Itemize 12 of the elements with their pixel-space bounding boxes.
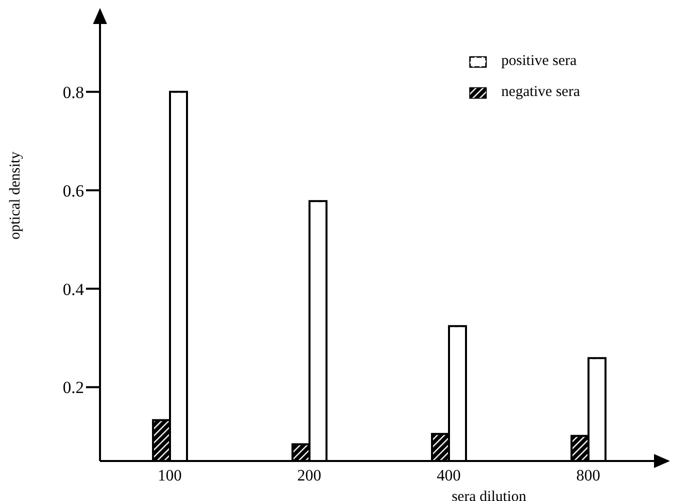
x-tick-label: 800 xyxy=(576,467,600,484)
y-tick-label: 0.6 xyxy=(62,181,84,200)
legend-label: positive sera xyxy=(501,53,577,70)
y-tick-label: 0.2 xyxy=(62,378,84,398)
y-tick-label: 0.4 xyxy=(62,280,84,299)
legend-label: negative sera xyxy=(501,84,580,101)
x-axis-title: sera dilution xyxy=(452,489,527,501)
x-tick-label: 100 xyxy=(158,467,182,484)
y-tick-label: 0.8 xyxy=(62,82,84,102)
x-tick-label: 400 xyxy=(436,467,461,484)
y-axis-title: optical density xyxy=(7,151,24,240)
x-tick-label: 200 xyxy=(297,467,322,484)
